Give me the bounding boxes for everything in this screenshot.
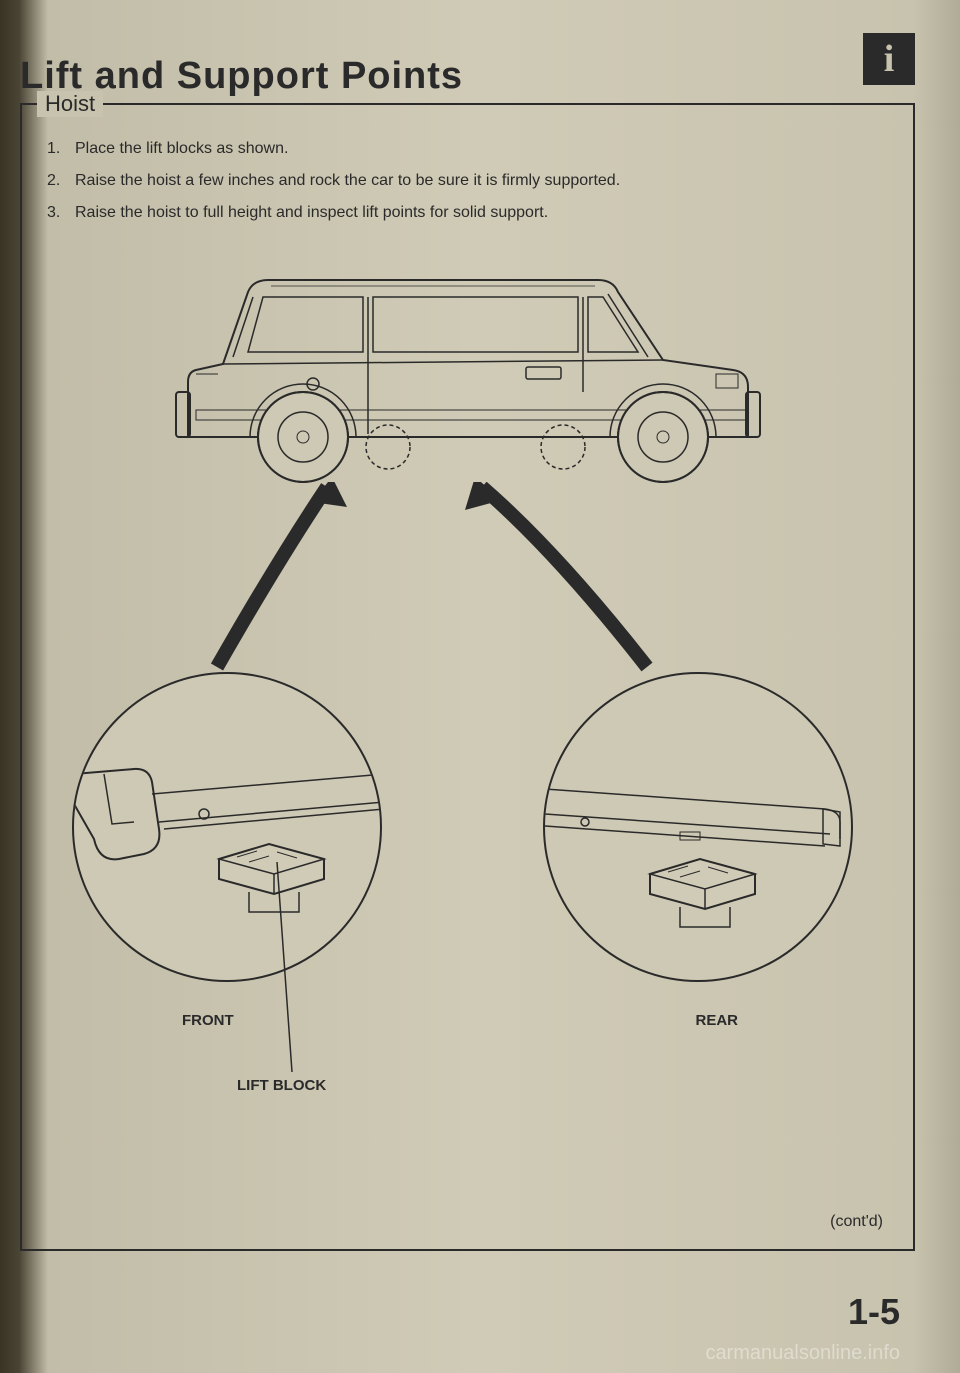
step-text: Raise the hoist a few inches and rock th… xyxy=(75,172,620,190)
step-number: 1. xyxy=(47,140,75,158)
step-item: 1. Place the lift blocks as shown. xyxy=(47,140,888,158)
page-number: 1-5 xyxy=(848,1291,900,1333)
car-illustration xyxy=(108,242,828,502)
step-number: 2. xyxy=(47,172,75,190)
step-number: 3. xyxy=(47,204,75,222)
step-item: 2. Raise the hoist a few inches and rock… xyxy=(47,172,888,190)
arrow-right xyxy=(447,482,677,682)
contd-label: (cont'd) xyxy=(830,1213,883,1231)
step-text: Raise the hoist to full height and inspe… xyxy=(75,204,548,222)
label-front: FRONT xyxy=(182,1012,234,1029)
diagram-area: FRONT REAR LIFT BLOCK xyxy=(47,242,888,1162)
detail-circle-front xyxy=(72,672,382,982)
detail-circle-rear xyxy=(543,672,853,982)
section-box: i Hoist 1. Place the lift blocks as show… xyxy=(20,103,915,1251)
steps-list: 1. Place the lift blocks as shown. 2. Ra… xyxy=(47,140,888,222)
info-icon-glyph: i xyxy=(884,37,895,81)
pointer-line xyxy=(247,862,327,1082)
section-label: Hoist xyxy=(37,91,103,117)
label-rear: REAR xyxy=(695,1012,738,1029)
info-icon: i xyxy=(863,33,915,85)
step-text: Place the lift blocks as shown. xyxy=(75,140,288,158)
arrow-left xyxy=(177,482,377,682)
page-title: Lift and Support Points xyxy=(20,55,915,98)
watermark: carmanualsonline.info xyxy=(705,1342,900,1365)
step-item: 3. Raise the hoist to full height and in… xyxy=(47,204,888,222)
